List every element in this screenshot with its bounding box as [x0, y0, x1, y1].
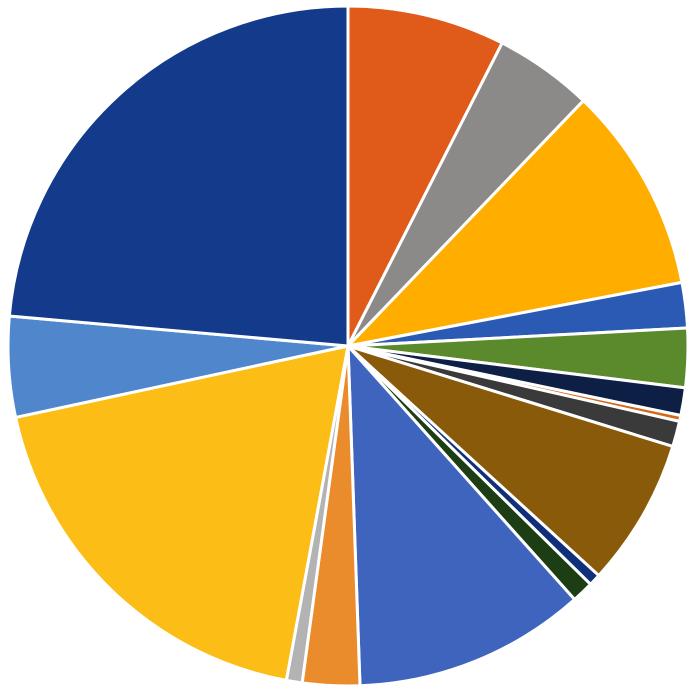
- pie-slice-3: [346, 99, 684, 348]
- pie-slice-9: [346, 344, 675, 578]
- pie-slice-17: [7, 4, 350, 348]
- pie-slice-15: [14, 344, 350, 682]
- pie-slice-1: [346, 4, 504, 348]
- pie-slices: [6, 4, 687, 688]
- pie-slice-12: [346, 344, 577, 688]
- pie-slice-4: [346, 280, 687, 348]
